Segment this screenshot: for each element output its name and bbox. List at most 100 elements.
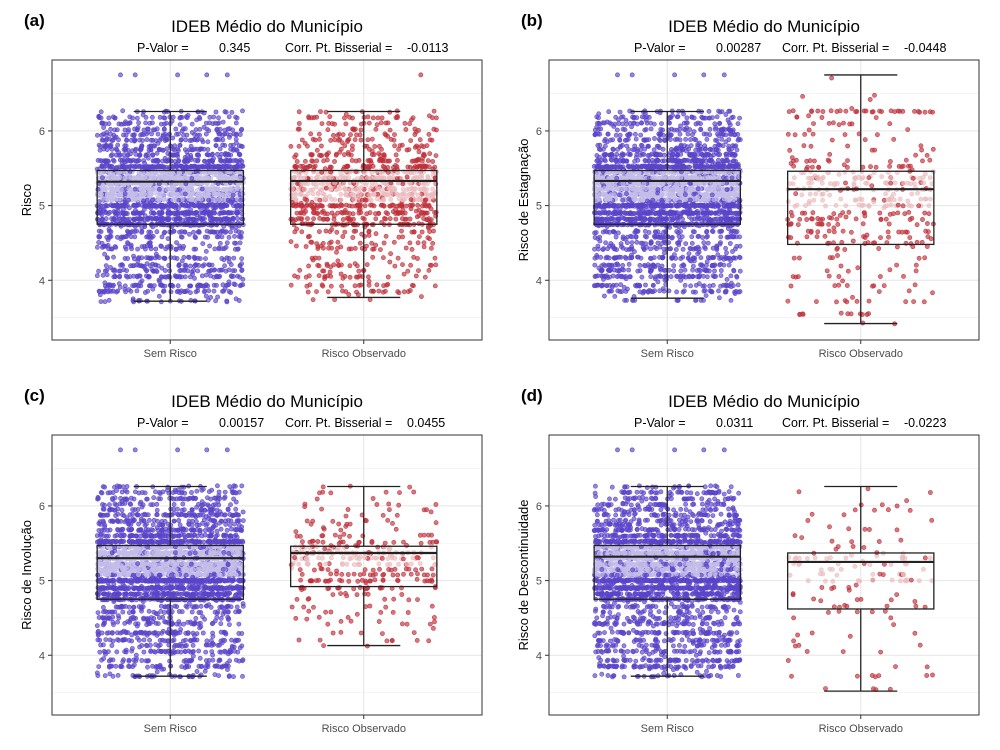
data-point (380, 187, 385, 192)
data-point (224, 158, 230, 163)
data-point (150, 152, 156, 158)
data-point (187, 274, 193, 280)
data-point (427, 137, 433, 143)
data-point (320, 283, 326, 289)
data-point (603, 240, 608, 246)
data-point (234, 210, 240, 216)
data-point (226, 217, 232, 222)
data-point (643, 282, 648, 288)
data-point (393, 207, 398, 212)
data-point (96, 268, 101, 274)
data-point (338, 271, 344, 277)
data-point (182, 147, 188, 152)
data-point (103, 132, 109, 138)
data-point (184, 165, 190, 170)
data-point (107, 288, 112, 294)
data-point (182, 221, 188, 226)
data-point (122, 256, 128, 261)
data-point (231, 255, 237, 261)
data-point (293, 197, 299, 203)
data-point (327, 164, 333, 170)
data-point (424, 143, 430, 148)
data-point (211, 282, 217, 288)
data-point (639, 274, 645, 280)
data-point (194, 187, 200, 193)
data-point (347, 263, 353, 269)
data-point (160, 288, 166, 294)
data-point (403, 127, 409, 132)
data-point (188, 143, 194, 149)
data-point (408, 138, 414, 143)
data-point (409, 246, 415, 252)
data-point (296, 109, 302, 115)
data-point (388, 196, 394, 202)
data-point (112, 273, 118, 279)
data-point (208, 267, 214, 273)
data-point (415, 202, 421, 208)
data-point (176, 262, 182, 268)
data-point (208, 212, 213, 218)
data-point (354, 263, 360, 269)
data-point (375, 115, 381, 121)
data-point (189, 176, 195, 181)
data-point (103, 143, 109, 149)
data-point (170, 164, 175, 170)
corr-label: Corr. Pt. Bisserial = (285, 41, 392, 55)
data-point (114, 127, 120, 133)
data-point (343, 187, 348, 193)
data-point (146, 185, 151, 191)
data-point (106, 297, 112, 303)
data-point (111, 254, 116, 260)
data-point (156, 174, 162, 180)
outlier-point (132, 72, 138, 78)
data-point (305, 191, 311, 197)
data-point (153, 268, 159, 274)
data-point (308, 239, 314, 245)
data-point (162, 203, 167, 209)
data-point (179, 128, 185, 134)
data-point (191, 229, 196, 235)
data-point (96, 288, 102, 294)
data-point (137, 152, 143, 158)
data-point (230, 142, 236, 148)
data-point (99, 216, 105, 222)
data-point (349, 158, 355, 163)
data-point (212, 246, 218, 252)
data-point (189, 121, 195, 127)
data-point (192, 263, 198, 269)
data-point (153, 246, 159, 252)
data-point (161, 175, 167, 181)
data-point (302, 158, 308, 164)
data-point (180, 202, 185, 208)
data-point (98, 299, 104, 304)
data-point (358, 185, 364, 191)
data-point (327, 194, 332, 199)
data-point (213, 298, 218, 304)
data-point (426, 267, 432, 273)
data-point (177, 122, 183, 127)
data-point (373, 231, 379, 237)
data-point (174, 216, 180, 222)
data-point (331, 262, 337, 268)
data-point (668, 274, 674, 280)
data-point (128, 187, 134, 192)
data-point (188, 202, 194, 208)
data-point (232, 240, 237, 246)
data-point (373, 216, 379, 222)
data-point (379, 146, 384, 152)
data-point (424, 217, 430, 223)
data-point (403, 245, 409, 251)
data-point (400, 181, 406, 187)
data-point (179, 258, 185, 264)
data-point (182, 229, 188, 235)
data-point (116, 150, 121, 155)
data-point (197, 147, 203, 153)
data-point (205, 147, 211, 152)
data-point (239, 144, 245, 149)
data-point (232, 233, 237, 239)
data-point (119, 187, 124, 193)
data-point (313, 184, 319, 190)
data-point (341, 152, 347, 158)
data-point (431, 126, 437, 132)
data-point (322, 175, 327, 180)
